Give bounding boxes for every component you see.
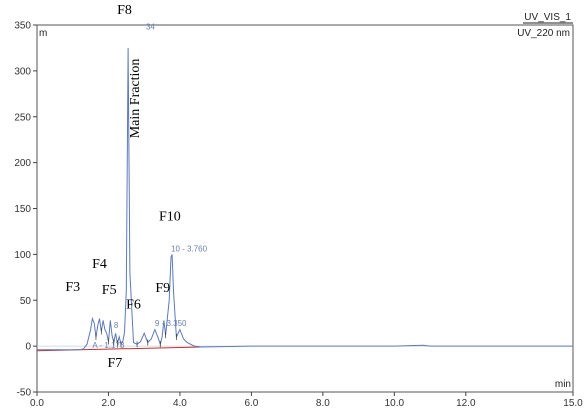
label-layer: m min UV_VIS_1 UV_220 nm A - 1.173 8 9 - 3.350… [39, 0, 573, 390]
y-tick-label: 350 [14, 21, 31, 32]
x-tick-label: 8.0 [316, 398, 330, 409]
x-tick-label: 2.0 [102, 398, 116, 409]
chart-title: UV_VIS_1 [524, 12, 571, 23]
annotation-fraction: F3 [65, 280, 80, 295]
annotation-fraction: F4 [92, 257, 107, 272]
annotation-fraction: F7 [108, 356, 123, 371]
x-tick-label: 15.0 [563, 398, 583, 409]
axes: -50 0 50 100 150 200 250 300 350 0.0 2.0 4.0 6.0 8.0 1… [14, 21, 583, 409]
y-tick-label: 250 [14, 112, 31, 123]
y-tick-label: 100 [14, 250, 31, 261]
peak-label: 8 [114, 321, 119, 330]
x-tick-label: 4.0 [173, 398, 187, 409]
y-tick-label: 200 [14, 158, 31, 169]
annotation-main-fraction: Main Fraction [128, 59, 143, 139]
plot-frame [36, 24, 574, 393]
annotation-fraction: F10 [159, 209, 181, 224]
peak-label: 10 - 3.760 [171, 245, 208, 254]
annotation-fraction: F6 [126, 298, 141, 313]
y-tick-label: 0 [25, 342, 31, 353]
x-tick-label: 10.0 [385, 398, 405, 409]
peak-label: 34 [146, 23, 155, 32]
chromatogram-trace [37, 47, 573, 351]
y-tick-label: 50 [20, 296, 32, 307]
y-tick-label: -50 [17, 388, 32, 399]
y-tick-label: 300 [14, 66, 31, 77]
annotation-backdrop [100, 0, 147, 20]
peak-label: 9 - 3.350 [155, 319, 187, 328]
chart-subtitle: UV_220 nm [517, 28, 570, 39]
x-tick-label: 12.0 [456, 398, 476, 409]
x-tick-label: 6.0 [244, 398, 258, 409]
x-tick-label: 0.0 [30, 398, 44, 409]
series-layer [36, 47, 573, 352]
y-unit-label: m [39, 28, 47, 39]
annotation-fraction: F9 [155, 281, 170, 296]
peak-label: A - 1.173 [92, 341, 125, 350]
annotation-fraction: F5 [102, 283, 117, 298]
y-tick-label: 150 [14, 204, 31, 215]
annotation-fraction: F8 [117, 3, 132, 18]
x-unit-label: min [555, 379, 571, 390]
